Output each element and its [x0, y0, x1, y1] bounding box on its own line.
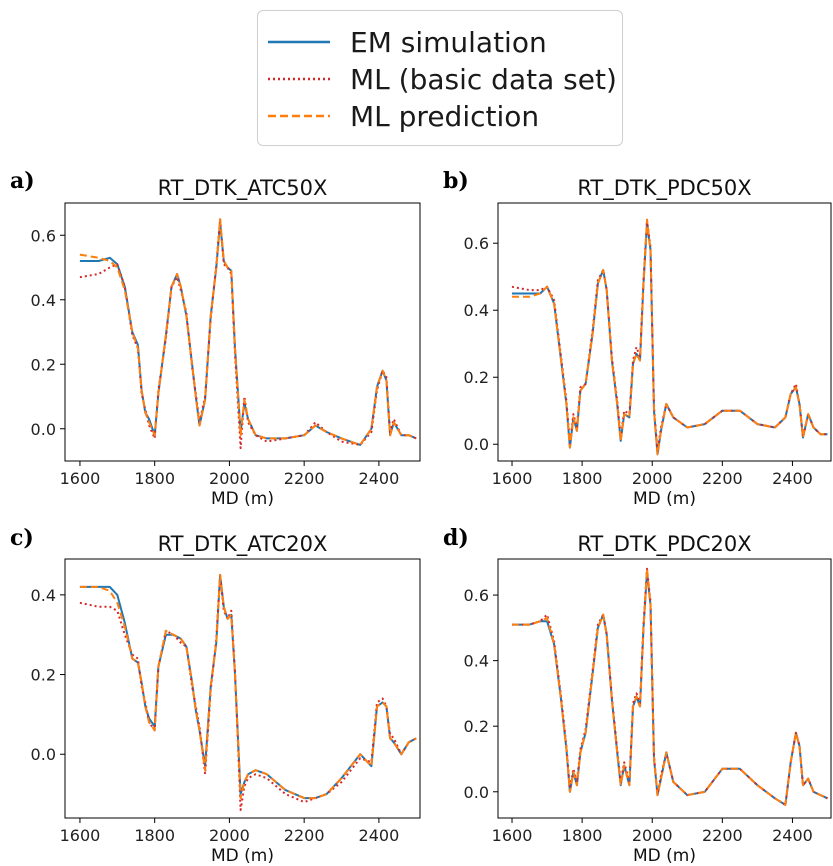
y-tick-label: 0.0: [31, 420, 56, 439]
y-tick-label: 0.2: [31, 355, 56, 374]
plot-frame: [64, 202, 421, 462]
x-tick-label: 1600: [60, 469, 101, 488]
x-tick-label: 2400: [359, 826, 400, 845]
plot-frame: [64, 558, 421, 819]
plot-frame: [497, 202, 832, 462]
legend-label: EM simulation: [350, 25, 547, 59]
plot-frame: [497, 558, 832, 819]
y-tick-label: 0.2: [464, 717, 489, 736]
legend-item-em-simulation: EM simulation: [268, 24, 547, 60]
x-tick-label: 1600: [60, 826, 101, 845]
x-tick-label: 2000: [632, 826, 673, 845]
panel-letter-c: c): [10, 525, 34, 551]
legend-swatch-solid: [268, 40, 330, 44]
series-line-ml_basic: [79, 218, 417, 450]
x-tick-label: 2400: [772, 826, 813, 845]
x-tick-label: 2000: [209, 469, 250, 488]
x-tick-label: 1800: [134, 469, 175, 488]
x-tick-label: 2400: [772, 469, 813, 488]
x-tick-label: 2200: [284, 826, 325, 845]
legend: EM simulation ML (basic data set) ML pre…: [257, 10, 623, 146]
y-tick-label: 0.6: [464, 586, 489, 605]
x-tick-label: 1600: [492, 469, 533, 488]
x-axis-label: MD (m): [211, 489, 274, 509]
series-line-ml_pred: [512, 567, 828, 806]
y-tick-label: 0.0: [464, 435, 489, 454]
series-line-ml_basic: [511, 218, 828, 452]
x-tick-label: 2200: [702, 469, 743, 488]
chart-title: RT_DTK_ATC20X: [158, 532, 328, 557]
y-tick-label: 0.4: [31, 291, 56, 310]
x-tick-label: 2400: [359, 469, 400, 488]
legend-label: ML prediction: [350, 99, 540, 133]
x-tick-label: 1600: [492, 826, 533, 845]
x-tick-label: 2000: [632, 469, 673, 488]
series-line-ml_pred: [79, 573, 417, 800]
series-line-ml_pred: [512, 218, 828, 456]
chart-title: RT_DTK_ATC50X: [158, 176, 328, 201]
legend-swatch-dashed: [268, 114, 330, 118]
y-tick-label: 0.4: [464, 652, 489, 671]
series-line-em: [79, 573, 417, 800]
chart-title: RT_DTK_PDC20X: [577, 532, 751, 557]
x-axis-label: MD (m): [633, 489, 696, 509]
x-tick-label: 1800: [562, 826, 603, 845]
series-line-em: [79, 221, 417, 446]
x-axis-label: MD (m): [211, 846, 274, 866]
y-tick-label: 0.4: [464, 301, 489, 320]
x-tick-label: 2000: [209, 826, 250, 845]
panel-letter-b: b): [443, 168, 469, 194]
y-tick-label: 0.0: [31, 745, 56, 764]
x-tick-label: 2200: [702, 826, 743, 845]
x-tick-label: 1800: [134, 826, 175, 845]
panel-letter-d: d): [443, 525, 469, 551]
legend-item-ml-prediction: ML prediction: [268, 98, 539, 134]
y-tick-label: 0.0: [464, 783, 489, 802]
legend-label: ML (basic data set): [350, 62, 617, 96]
panel-letter-a: a): [10, 168, 35, 194]
y-tick-label: 0.6: [31, 226, 56, 245]
y-tick-label: 0.2: [464, 368, 489, 387]
legend-item-ml-basic: ML (basic data set): [268, 61, 617, 97]
chart-title: RT_DTK_PDC50X: [577, 176, 751, 201]
y-tick-label: 0.2: [31, 666, 56, 685]
y-tick-label: 0.6: [464, 234, 489, 253]
x-tick-label: 2200: [284, 469, 325, 488]
legend-swatch-dotted: [268, 77, 330, 81]
y-tick-label: 0.4: [31, 586, 56, 605]
x-axis-label: MD (m): [633, 846, 696, 866]
series-line-ml_pred: [79, 218, 417, 446]
x-tick-label: 1800: [562, 469, 603, 488]
